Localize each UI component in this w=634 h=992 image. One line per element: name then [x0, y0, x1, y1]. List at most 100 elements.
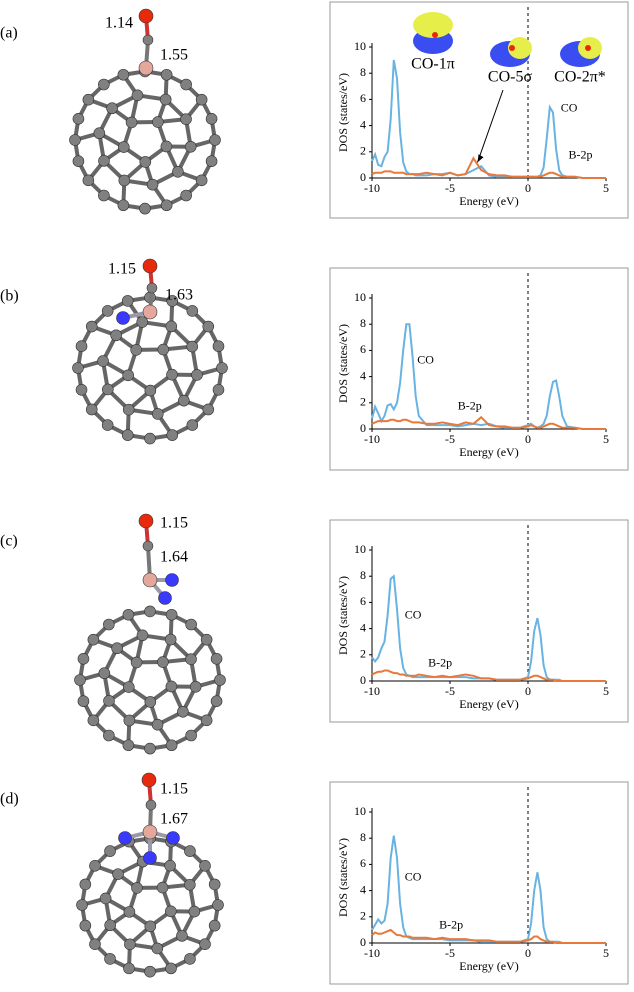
y-axis-title: DOS (states/eV)	[336, 73, 350, 152]
atom	[106, 102, 118, 115]
atom	[210, 653, 223, 665]
atom	[82, 93, 95, 106]
x-tick-label: -5	[445, 181, 455, 195]
orbital-atom	[432, 32, 438, 38]
atom	[112, 868, 124, 880]
atom	[143, 851, 157, 865]
atom	[184, 878, 196, 891]
atom	[72, 155, 85, 167]
dos-line	[371, 323, 606, 430]
x-tick-label: 0	[525, 181, 531, 195]
atom	[212, 340, 225, 352]
atom	[144, 432, 156, 445]
y-tick-label: 0	[360, 935, 366, 949]
atom	[145, 799, 157, 811]
atom	[102, 383, 114, 396]
atom	[165, 962, 177, 975]
atom	[85, 320, 98, 333]
atom	[186, 305, 199, 317]
atom	[85, 403, 98, 416]
y-tick-label: 10	[354, 804, 366, 818]
x-tick-label: 0	[525, 946, 531, 960]
atom	[142, 34, 154, 46]
x-tick-label: 5	[603, 946, 609, 960]
panel-label: (a)	[0, 25, 18, 42]
atom	[104, 845, 116, 857]
bc-bond-length: 1.67	[160, 811, 188, 828]
atom	[131, 882, 143, 894]
atom	[76, 899, 88, 911]
x-tick-label: 0	[525, 684, 531, 698]
atom	[142, 540, 154, 552]
atom	[158, 591, 172, 605]
co-bond-length: 1.15	[160, 781, 188, 798]
series-label: CO	[561, 100, 578, 114]
atom	[209, 134, 221, 146]
atom	[165, 608, 178, 621]
x-axis-title: Energy (eV)	[459, 697, 518, 711]
atom	[185, 729, 197, 742]
atom	[101, 419, 114, 431]
series-label: B-2p	[428, 656, 452, 670]
atom	[98, 78, 110, 91]
atom	[216, 362, 228, 374]
atom	[138, 60, 154, 76]
atom	[202, 403, 215, 416]
atom	[156, 881, 169, 894]
orbital-label: CO-1π	[411, 56, 455, 73]
atom	[157, 656, 169, 668]
atom	[144, 605, 156, 618]
atom	[202, 320, 215, 333]
atom	[184, 140, 197, 153]
orbital-label: CO-2π*	[554, 69, 606, 86]
y-axis-title: DOS (states/eV)	[336, 576, 350, 655]
orbital-lobe	[508, 37, 532, 59]
atom	[146, 282, 158, 294]
atom	[75, 384, 88, 396]
x-tick-label: -10	[364, 946, 380, 960]
atom	[159, 93, 172, 106]
atom	[157, 343, 170, 356]
atom	[122, 739, 135, 752]
atom	[212, 384, 225, 396]
y-tick-label: 2	[360, 144, 366, 158]
atom	[79, 878, 92, 891]
atom	[104, 953, 116, 965]
series-label: B-2p	[569, 147, 593, 161]
y-tick-label: 2	[360, 909, 366, 923]
atom	[123, 962, 135, 975]
atom	[89, 938, 101, 950]
atom	[131, 89, 144, 102]
atom	[122, 403, 135, 416]
panel-label: (b)	[0, 288, 19, 305]
atom	[121, 429, 134, 441]
y-tick-label: 10	[354, 542, 366, 556]
atom	[122, 608, 135, 621]
x-tick-label: -5	[445, 946, 455, 960]
atom	[208, 919, 221, 932]
x-tick-label: -5	[445, 684, 455, 698]
series-label: CO	[417, 353, 434, 367]
y-tick-label: 0	[360, 673, 366, 687]
atom	[98, 189, 110, 202]
atom	[188, 905, 201, 918]
atom	[74, 674, 86, 686]
atom	[152, 116, 164, 128]
atom	[142, 572, 158, 588]
atom	[151, 942, 164, 955]
y-tick-label: 4	[360, 882, 366, 896]
y-axis-title: DOS (states/eV)	[336, 838, 350, 917]
atom	[103, 729, 115, 742]
atom	[103, 695, 115, 707]
y-tick-label: 10	[354, 39, 366, 53]
atom	[122, 681, 135, 693]
atom	[130, 656, 143, 669]
atom	[77, 695, 90, 707]
chart-frame	[329, 519, 629, 723]
atom	[180, 113, 192, 125]
atom	[142, 824, 158, 840]
atom	[166, 831, 180, 845]
atom	[151, 408, 164, 420]
atom	[79, 919, 92, 932]
